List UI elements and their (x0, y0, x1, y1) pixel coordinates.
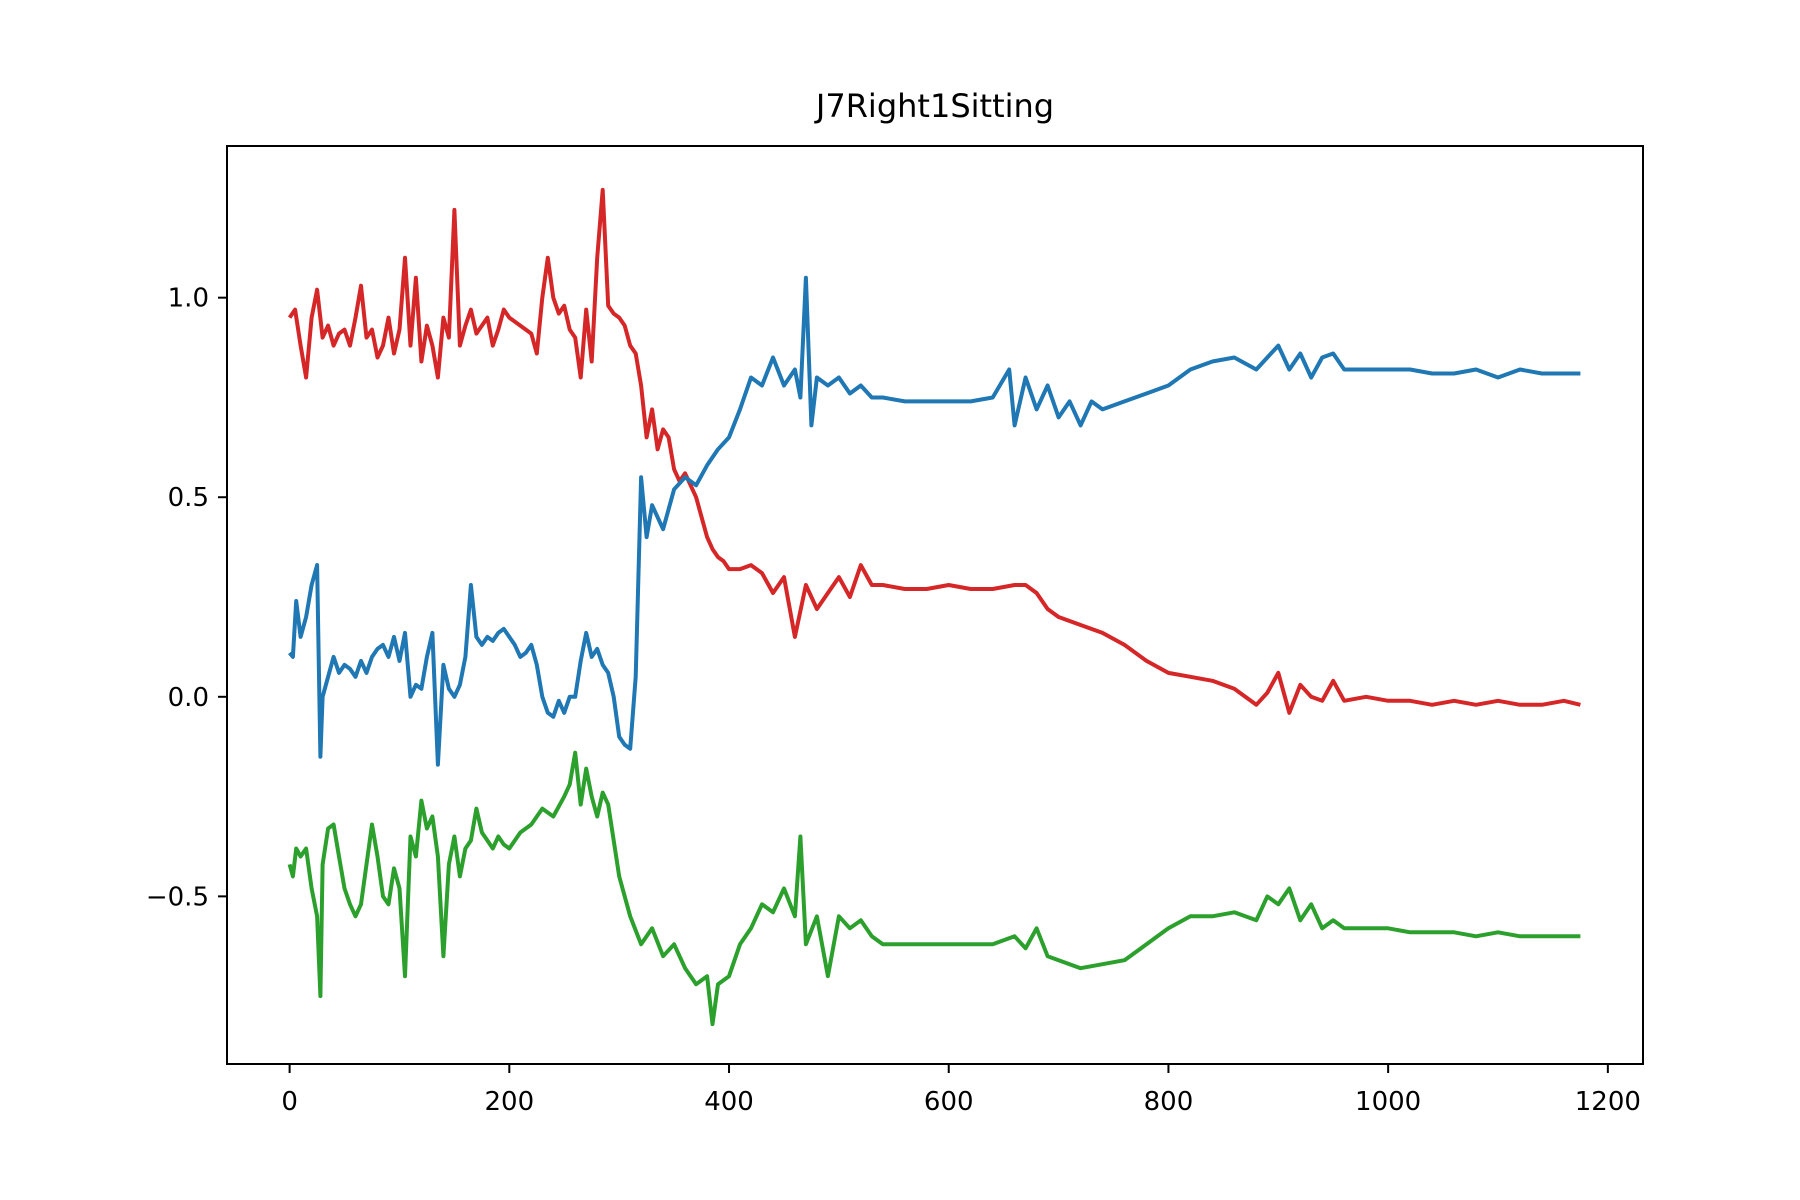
chart-title: J7Right1Sitting (814, 87, 1054, 125)
y-tick-label: 0.5 (168, 483, 209, 513)
x-tick-label: 200 (485, 1087, 535, 1117)
series-line-1 (287, 187, 1581, 715)
series-line-2 (288, 275, 1581, 767)
series-line-3 (287, 750, 1581, 1027)
plot-frame (226, 145, 1644, 1065)
x-tick-label: 600 (924, 1087, 974, 1117)
x-tick-label: 1200 (1575, 1087, 1641, 1117)
y-tick-label: 0.0 (168, 683, 209, 713)
series-layer (287, 187, 1581, 1027)
y-axis-ticks: −0.5 0.0 0.5 1.0 (146, 284, 227, 912)
x-tick-label: 1000 (1355, 1087, 1421, 1117)
y-tick-label: 1.0 (168, 284, 209, 314)
y-tick-label: −0.5 (146, 882, 209, 912)
x-axis-ticks: 0 200 400 600 800 1000 1200 (281, 1064, 1641, 1117)
x-tick-label: 400 (704, 1087, 754, 1117)
x-tick-label: 0 (281, 1087, 298, 1117)
x-tick-label: 800 (1144, 1087, 1194, 1117)
